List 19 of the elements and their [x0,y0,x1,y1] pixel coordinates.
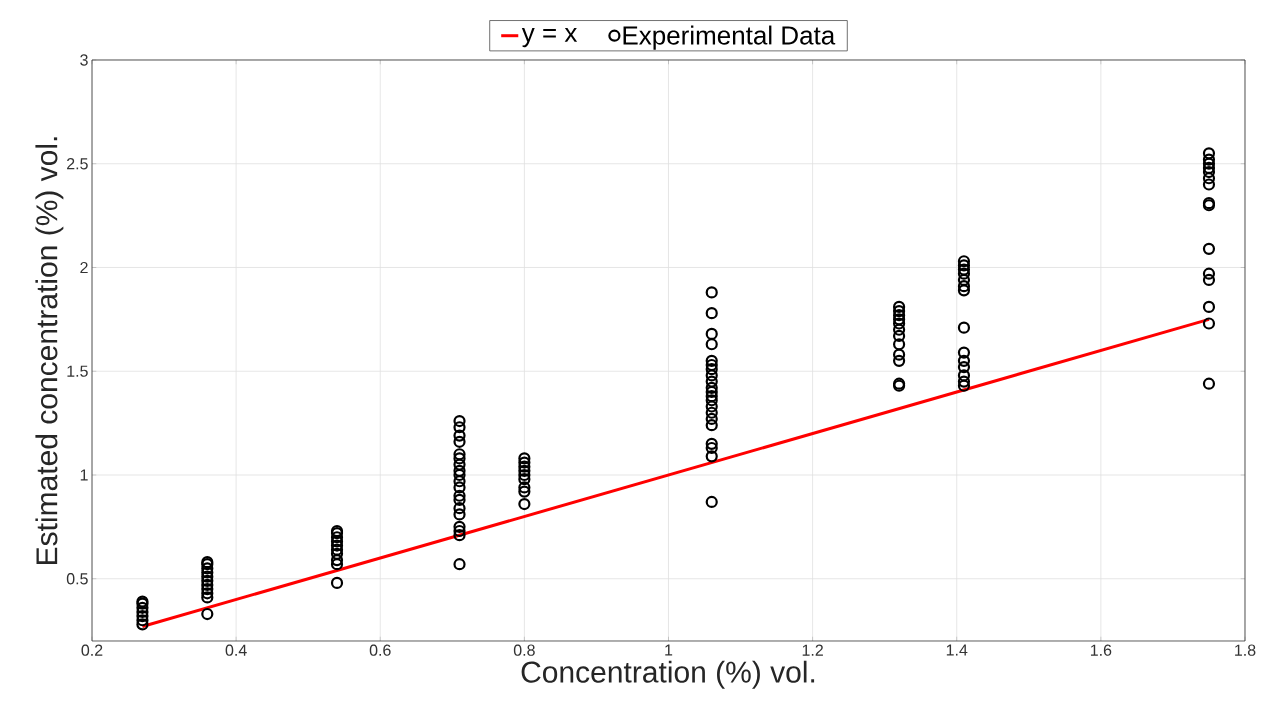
y-axis-title: Estimated concentration (%) vol. [35,137,64,564]
y-tick-label: 0.5 [66,573,88,585]
x-tick-label: 1.4 [946,644,968,656]
y-tick-label: 3 [80,54,88,66]
legend-label: y = x [521,28,578,48]
y-tick-label: 2.5 [67,158,88,170]
x-tick-label: 1.2 [802,644,823,656]
x-tick-label: 0.2 [81,644,103,656]
x-tick-label: 1 [665,644,673,656]
x-tick-label: 0.8 [513,644,535,656]
y-tick-label: 1.5 [67,365,88,377]
x-tick-label: 0.4 [225,644,247,656]
x-tick-label: 1.8 [1235,644,1256,656]
legend-label: Experimental Data [623,25,836,50]
y-tick-label: 1 [80,469,88,481]
x-tick-label: 1.6 [1090,644,1112,656]
x-tick-label: 0.6 [369,644,391,656]
y-tick-label: 2 [80,261,88,274]
x-axis-title: Concentration (%) vol. [521,660,815,689]
